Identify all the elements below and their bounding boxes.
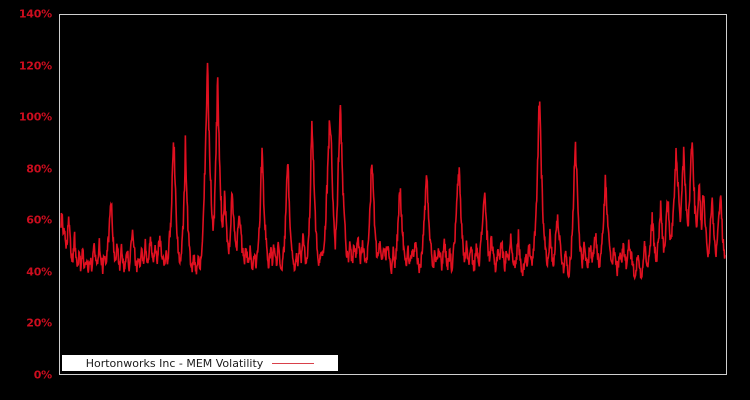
y-tick-label: 0%	[33, 368, 52, 382]
legend-line-icon	[272, 362, 315, 364]
y-tick-label: 60%	[26, 213, 52, 227]
legend-label: Hortonworks Inc - MEM Volatility	[85, 356, 264, 370]
y-tick-label: 20%	[26, 316, 52, 330]
y-tick-label: 40%	[26, 265, 52, 279]
series-line-hortonworks-mem-volatility	[60, 62, 726, 281]
legend[interactable]: Hortonworks Inc - MEM Volatility	[62, 355, 338, 371]
y-tick-label: 80%	[26, 162, 52, 176]
series-canvas	[60, 62, 726, 281]
y-tick-label: 120%	[18, 59, 52, 73]
y-axis: 0% 20% 40% 60% 80% 100% 120% 140%	[0, 0, 56, 400]
y-tick-label: 100%	[18, 110, 52, 124]
y-tick-label: 140%	[18, 7, 52, 21]
plot-area	[59, 14, 727, 375]
